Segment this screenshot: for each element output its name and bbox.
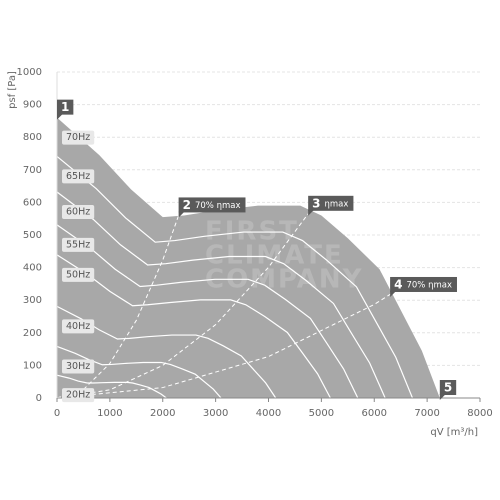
point-number: 3 (312, 196, 320, 210)
system-curve (56, 213, 309, 399)
speed-label-bg (62, 130, 95, 145)
point-text: 70% ηmax (406, 280, 452, 290)
speed-label: 50Hz (66, 269, 90, 280)
point-flag (308, 195, 354, 211)
speed-label: 60Hz (66, 206, 90, 217)
point-number: 1 (61, 100, 69, 114)
speed-curve (56, 191, 386, 399)
y-tick-label: 700 (23, 165, 42, 176)
point-pin (178, 211, 185, 218)
speed-label: 40Hz (66, 321, 90, 332)
speed-label-bg (62, 267, 95, 282)
speed-label: 70Hz (66, 132, 90, 143)
x-tick-label: 0 (54, 408, 60, 419)
speed-curve (56, 155, 414, 399)
y-tick-label: 500 (23, 230, 42, 241)
speed-curve (56, 224, 359, 399)
system-curve (56, 270, 428, 399)
y-tick-label: 200 (23, 328, 42, 339)
x-tick-label: 7000 (414, 408, 439, 419)
point-flag (57, 99, 74, 115)
point-flag (390, 276, 457, 292)
speed-curve (56, 305, 277, 399)
point-flag (439, 380, 457, 395)
point-pin (57, 113, 63, 120)
speed-label-bg (62, 388, 95, 403)
y-tick-label: 100 (23, 360, 42, 371)
operating-point: 5 (439, 380, 457, 400)
point-pin (390, 290, 397, 297)
watermark: CLIMATE (205, 241, 344, 271)
operating-point: 2 70% ηmax (178, 197, 246, 218)
speed-label: 65Hz (66, 171, 90, 182)
y-tick-label: 1000 (17, 67, 42, 78)
speed-label-bg (62, 359, 95, 374)
x-tick-label: 3000 (203, 408, 228, 419)
operating-point: 4 70% ηmax (390, 276, 457, 297)
x-tick-label: 1000 (97, 408, 122, 419)
point-pin (439, 394, 446, 400)
speed-label-bg (62, 169, 95, 184)
speed-curve (56, 254, 331, 399)
x-axis-title: qV [m³/h] (430, 427, 478, 438)
speed-label-bg (62, 319, 95, 334)
x-tick-label: 8000 (467, 408, 492, 419)
speed-label: 55Hz (66, 239, 90, 250)
speed-label: 20Hz (66, 390, 90, 401)
y-tick-label: 600 (23, 197, 42, 208)
y-tick-label: 800 (23, 132, 42, 143)
point-number: 4 (394, 277, 402, 291)
point-text: 70% ηmax (195, 201, 241, 211)
y-tick-label: 900 (23, 100, 42, 111)
speed-curve (56, 374, 167, 399)
operating-area (57, 117, 440, 398)
x-tick-label: 2000 (150, 408, 175, 419)
y-tick-label: 300 (23, 295, 42, 306)
speed-label: 30Hz (66, 361, 90, 372)
x-tick-label: 6000 (362, 408, 387, 419)
point-number: 2 (183, 198, 191, 212)
operating-point: 3 ηmax (308, 195, 354, 216)
point-pin (308, 209, 315, 216)
speed-label-bg (62, 204, 95, 219)
point-flag (178, 197, 246, 213)
y-tick-label: 0 (36, 393, 42, 404)
point-number: 5 (444, 381, 452, 395)
x-tick-label: 5000 (309, 408, 334, 419)
operating-point: 1 (57, 99, 74, 120)
x-tick-label: 4000 (256, 408, 281, 419)
speed-label-bg (62, 237, 95, 252)
point-text: ηmax (325, 199, 349, 209)
y-tick-label: 400 (23, 263, 42, 274)
y-axis-title: psf [Pa] (7, 71, 18, 109)
